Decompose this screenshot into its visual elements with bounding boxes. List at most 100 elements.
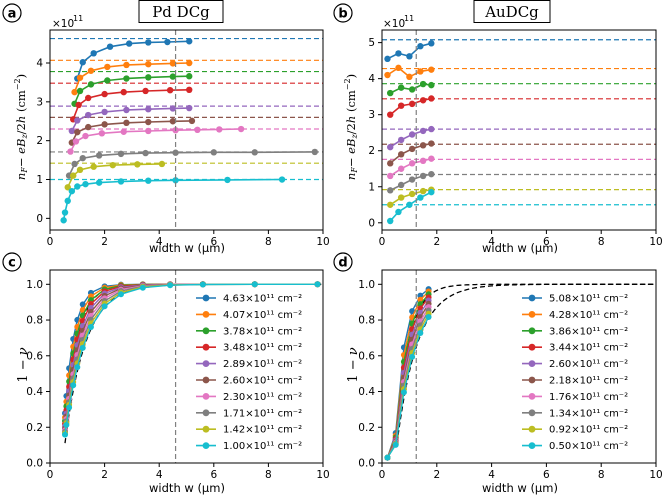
data-point-5-5	[428, 125, 435, 133]
data-point-1-1	[384, 55, 391, 63]
x-tick-label: 10	[316, 236, 329, 248]
data-point-5-2	[74, 117, 81, 124]
data-point-6-3	[408, 145, 416, 153]
legend-marker-9	[528, 425, 536, 433]
y-axis-label-c: 1 − ν	[16, 347, 31, 382]
title-box-b	[473, 0, 551, 23]
panel-label-a-text: a	[8, 7, 17, 22]
plot-inner-d	[384, 283, 655, 461]
plot-inner-a	[50, 37, 323, 224]
data-point-10-9	[145, 177, 152, 184]
legend-label-7: 2.30×10¹¹ cm⁻²	[223, 392, 302, 403]
legend-label-10: 1.00×10¹¹ cm⁻²	[223, 441, 302, 452]
legend-marker-6	[202, 376, 210, 384]
data-point-4-4	[419, 97, 427, 104]
y-tick-label: 0.6	[26, 350, 43, 362]
data-point-3-5	[428, 81, 435, 89]
data-point-10-6	[425, 314, 432, 321]
x-tick-label: 0	[47, 236, 54, 248]
legend-label-5: 2.89×10¹¹ cm⁻²	[223, 359, 302, 370]
data-point-10-2	[395, 208, 402, 216]
data-point-4-5	[428, 95, 435, 102]
x-tick-label: 0	[379, 236, 386, 248]
legend-label-4: 3.48×10¹¹ cm⁻²	[223, 343, 302, 354]
data-point-9-4	[90, 163, 97, 170]
y-tick-label: 5	[368, 37, 375, 49]
y-tick-label: 0.0	[26, 458, 43, 470]
data-point-8-6	[142, 149, 149, 157]
data-point-4-2	[75, 101, 82, 109]
data-point-2-6	[145, 60, 152, 68]
legend-label-7: 1.76×10¹¹ cm⁻²	[549, 392, 628, 403]
series-line-7	[69, 128, 242, 152]
legend-label-10: 0.50×10¹¹ cm⁻²	[549, 441, 628, 452]
data-point-10-4	[70, 382, 77, 389]
x-tick-label: 2	[101, 469, 108, 481]
legend-label-1: 5.08×10¹¹ cm⁻²	[549, 294, 628, 305]
data-point-10-2	[61, 209, 69, 216]
x-tick-label: 10	[649, 469, 662, 481]
svg-text:×10: ×10	[383, 18, 405, 30]
plot-area-b: 0 2 4 6 8 10 0 1 2 3 4 5	[368, 29, 663, 248]
data-point-1-2	[79, 59, 86, 66]
data-point-7-1	[387, 172, 394, 180]
legend-label-1: 4.63×10¹¹ cm⁻²	[223, 294, 302, 305]
axes-frame	[49, 29, 324, 231]
data-point-10-10	[139, 284, 146, 291]
svg-text:nF− eBz/2h (cm−2): nF− eBz/2h (cm−2)	[13, 74, 29, 180]
data-point-4-6	[142, 87, 149, 95]
series-line-10	[64, 283, 318, 435]
data-point-10-12	[278, 176, 286, 183]
data-point-5-6	[145, 106, 152, 113]
legend-label-2: 4.07×10¹¹ cm⁻²	[223, 310, 302, 321]
legend-marker-3	[202, 327, 210, 335]
data-point-10-2	[63, 421, 70, 428]
x-axis-label-a: width w (μm)	[149, 241, 225, 255]
x-tick-label: 6	[543, 236, 550, 248]
data-point-8-4	[419, 172, 427, 180]
chart-title-b: AuDCg	[484, 3, 539, 21]
y-tick-label: 1.0	[358, 279, 375, 291]
data-point-5-7	[169, 105, 177, 112]
y-tick-label: 1	[368, 181, 375, 193]
data-point-5-1	[68, 127, 76, 135]
panel-label-d: d	[333, 252, 353, 272]
plot-area-d: 0 2 4 6 8 10 0.0 0.2 0.4 0.6 0.8 1.0 5.08×10¹¹ cm⁻² 4…	[358, 269, 663, 481]
data-point-8-4	[95, 152, 103, 159]
y-tick-label: 0.4	[358, 386, 375, 398]
legend-label-9: 1.42×10¹¹ cm⁻²	[223, 425, 302, 436]
svg-text:nF− eBz/2h (cm−2): nF− eBz/2h (cm−2)	[343, 74, 359, 180]
data-point-8-10	[311, 148, 319, 156]
x-tick-label: 8	[265, 236, 272, 248]
data-point-10-6	[79, 344, 86, 351]
x-tick-label: 10	[649, 236, 662, 248]
panel-label-c-text: c	[8, 256, 16, 271]
legend-marker-10	[202, 442, 210, 449]
y-tick-label: 0	[368, 217, 375, 229]
data-point-10-7	[87, 323, 94, 330]
legend-label-8: 1.71×10¹¹ cm⁻²	[223, 408, 302, 419]
x-tick-label: 8	[598, 469, 605, 481]
data-point-3-1	[387, 89, 394, 97]
axes-frame	[381, 29, 657, 231]
data-point-2-1	[384, 71, 391, 79]
y-axis-label-d: 1 − ν	[346, 347, 361, 382]
data-point-1-8	[186, 38, 193, 45]
data-point-1-7	[164, 38, 171, 46]
data-point-2-5	[123, 61, 130, 69]
x-tick-label: 4	[156, 236, 163, 248]
series-line-10	[62, 178, 283, 221]
legend-marker-5	[202, 360, 210, 367]
data-point-6-4	[419, 142, 427, 149]
y-tick-label: 1.0	[26, 279, 43, 291]
data-point-10-5	[74, 364, 81, 371]
svg-text:1 − ν: 1 − ν	[346, 347, 361, 382]
data-point-10-8	[101, 303, 108, 310]
x-tick-label: 2	[433, 236, 440, 248]
data-point-6-2	[74, 128, 81, 136]
data-point-10-5	[417, 330, 424, 337]
data-point-7-3	[408, 160, 416, 167]
data-point-8-8	[210, 149, 217, 156]
y-tick-label: 1	[36, 174, 43, 186]
